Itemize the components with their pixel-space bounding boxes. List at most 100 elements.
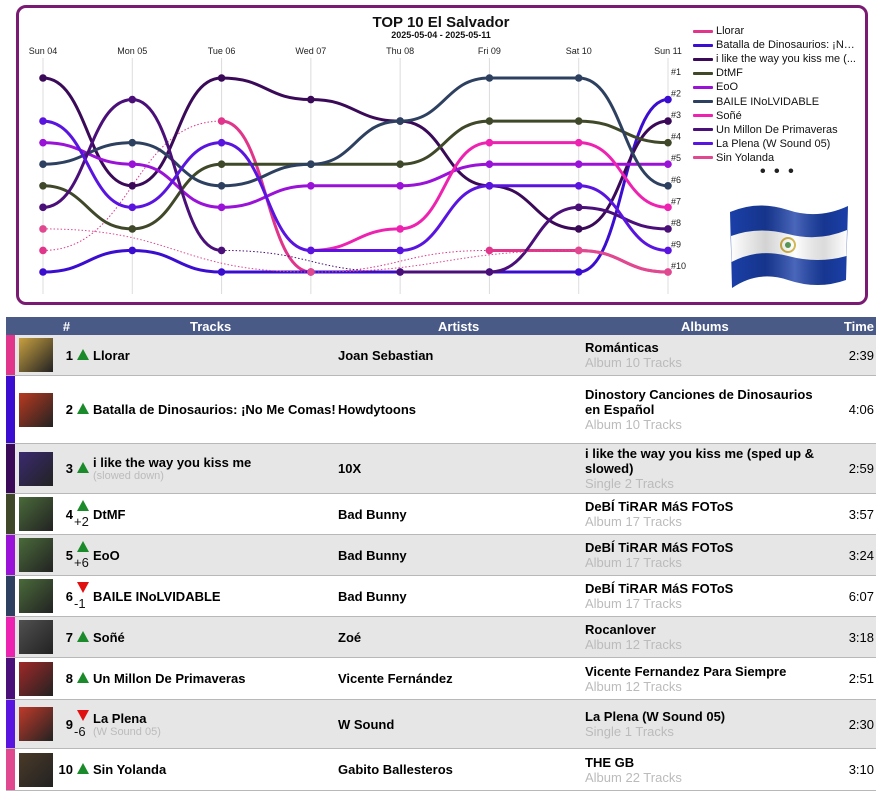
track-title[interactable]: BAILE INoLVIDABLE [93,588,221,604]
track-title[interactable]: Sin Yolanda [93,762,167,777]
artist-name[interactable]: Vicente Fernández [338,671,453,686]
series-point[interactable] [128,138,137,147]
album-title[interactable]: THE GB [585,754,635,770]
album-title[interactable]: La Plena (W Sound 05) [585,709,726,724]
series-point[interactable] [217,181,226,190]
album-cell[interactable]: THE GB Album 22 Tracks [585,749,822,791]
series-point[interactable] [307,246,315,255]
track-cell[interactable]: Un Millon De Primaveras [90,658,338,700]
track-title[interactable]: Batalla de Dinosaurios: ¡No Me Comas! [93,402,336,417]
artist-name[interactable]: W Sound [338,716,395,732]
album-cell[interactable]: Vicente Fernandez Para Siempre Album 12 T… [585,658,822,700]
table-row[interactable]: 7 Soñé Zoé Rocanlover Album 12 Tracks 3:18 [6,616,876,658]
series-point[interactable] [485,117,494,125]
series-point[interactable] [664,117,672,125]
series-point[interactable] [396,117,404,125]
track-title[interactable]: La Plena [93,710,147,726]
series-point[interactable] [664,225,672,233]
series-line[interactable] [41,98,670,274]
table-row[interactable]: 8 Un Millon De Primaveras Vicente Fernánde… [6,657,876,700]
track-title[interactable]: EoO [93,547,120,563]
legend-item[interactable]: Batalla de Dinosaurios: ¡No... [693,38,863,52]
album-title[interactable]: Románticas [585,340,659,355]
album-cover-icon[interactable] [19,579,53,613]
album-cell[interactable]: Rocanlover Album 12 Tracks [585,617,822,658]
artist-name[interactable]: Bad Bunny [338,547,407,563]
album-cell[interactable]: La Plena (W Sound 05) Single 1 Tracks [585,700,822,749]
track-cell[interactable]: La Plena (W Sound 05) [90,700,338,749]
track-title[interactable]: DtMF [93,506,126,522]
series-point[interactable] [217,138,226,147]
album-cell[interactable]: Dinostory Canciones de Dinosaurios en Es… [585,376,822,444]
series-point[interactable] [307,181,315,190]
series-point[interactable] [485,138,494,147]
album-title[interactable]: DeBÍ TiRAR MáS FOToS [585,540,734,555]
track-cell[interactable]: EoO [90,535,338,576]
series-point[interactable] [574,203,583,212]
series-point[interactable] [128,160,137,169]
legend-item[interactable]: Un Millon De Primaveras [693,123,863,137]
track-title[interactable]: i like the way you kiss me [93,455,252,470]
series-point[interactable] [39,74,47,82]
header-tracks[interactable]: Tracks [90,317,338,335]
series-line[interactable] [41,141,670,209]
track-cell[interactable]: i like the way you kiss me (slowed down) [90,444,338,494]
series-point[interactable] [39,203,47,212]
table-row[interactable]: 5 +6 EoO Bad Bunny DeBÍ TiRAR MáS FOToS Album… [6,534,876,576]
track-cell[interactable]: DtMF [90,494,338,535]
series-point[interactable] [128,203,137,212]
series-point[interactable] [664,268,672,276]
series-point[interactable] [664,138,672,147]
series-point[interactable] [574,268,583,276]
album-cell[interactable]: i like the way you kiss me (sped up & sl… [585,444,822,494]
series-point[interactable] [39,181,47,190]
series-point[interactable] [39,160,47,169]
table-row[interactable]: 9 -6 La Plena (W Sound 05) W Sound La Plena (… [6,699,876,749]
series-point[interactable] [128,181,137,190]
series-point[interactable] [128,225,137,233]
series-point[interactable] [574,160,583,169]
header-artists[interactable]: Artists [338,317,585,335]
header-time[interactable]: Time [822,317,876,335]
table-row[interactable]: 4 +2 DtMF Bad Bunny DeBÍ TiRAR MáS FOToS Albu… [6,493,876,535]
legend-item[interactable]: i like the way you kiss me (... [693,52,863,66]
legend-item[interactable]: EoO [693,80,863,94]
artist-name[interactable]: 10X [338,461,362,476]
album-title[interactable]: DeBÍ TiRAR MáS FOToS [585,499,734,514]
series-point[interactable] [396,246,404,255]
album-cell[interactable]: DeBÍ TiRAR MáS FOToS Album 17 Tracks [585,576,822,617]
series-point[interactable] [217,203,226,212]
track-title[interactable]: Soñé [93,629,125,645]
track-title[interactable]: Un Millon De Primaveras [93,671,246,686]
series-point[interactable] [217,246,226,255]
artist-name[interactable]: Howdytoons [338,402,416,417]
track-cell[interactable]: Batalla de Dinosaurios: ¡No Me Comas! [90,376,338,444]
series-point[interactable] [574,181,583,190]
series-point[interactable] [664,95,672,104]
series-point[interactable] [39,138,47,147]
legend-item[interactable]: Soñé [693,109,863,123]
series-point[interactable] [396,225,404,233]
series-point[interactable] [39,268,47,276]
series-line[interactable] [41,76,670,188]
series-point[interactable] [396,160,404,169]
series-point[interactable] [574,117,583,125]
series-point[interactable] [39,246,47,255]
legend-more[interactable]: • • • [760,163,796,180]
album-cover-icon[interactable] [19,752,53,787]
artist-name[interactable]: Joan Sebastian [338,347,434,363]
series-point[interactable] [396,181,404,190]
album-title[interactable]: Rocanlover [585,622,656,637]
legend-item[interactable]: BAILE INoLVIDABLE [693,94,863,108]
header-albums[interactable]: Albums [585,317,822,335]
artist-name[interactable]: Zoé [338,629,362,645]
series-point[interactable] [39,225,47,233]
series-point[interactable] [664,203,672,212]
series-point[interactable] [574,74,583,82]
series-point[interactable] [574,225,583,233]
series-line[interactable] [41,119,670,231]
table-row[interactable]: 10 Sin Yolanda Gabito Ballesteros THE GB Alb… [6,748,876,791]
album-cell[interactable]: DeBÍ TiRAR MáS FOToS Album 17 Tracks [585,494,822,535]
series-point[interactable] [217,268,226,276]
album-cover-icon[interactable] [19,451,53,486]
